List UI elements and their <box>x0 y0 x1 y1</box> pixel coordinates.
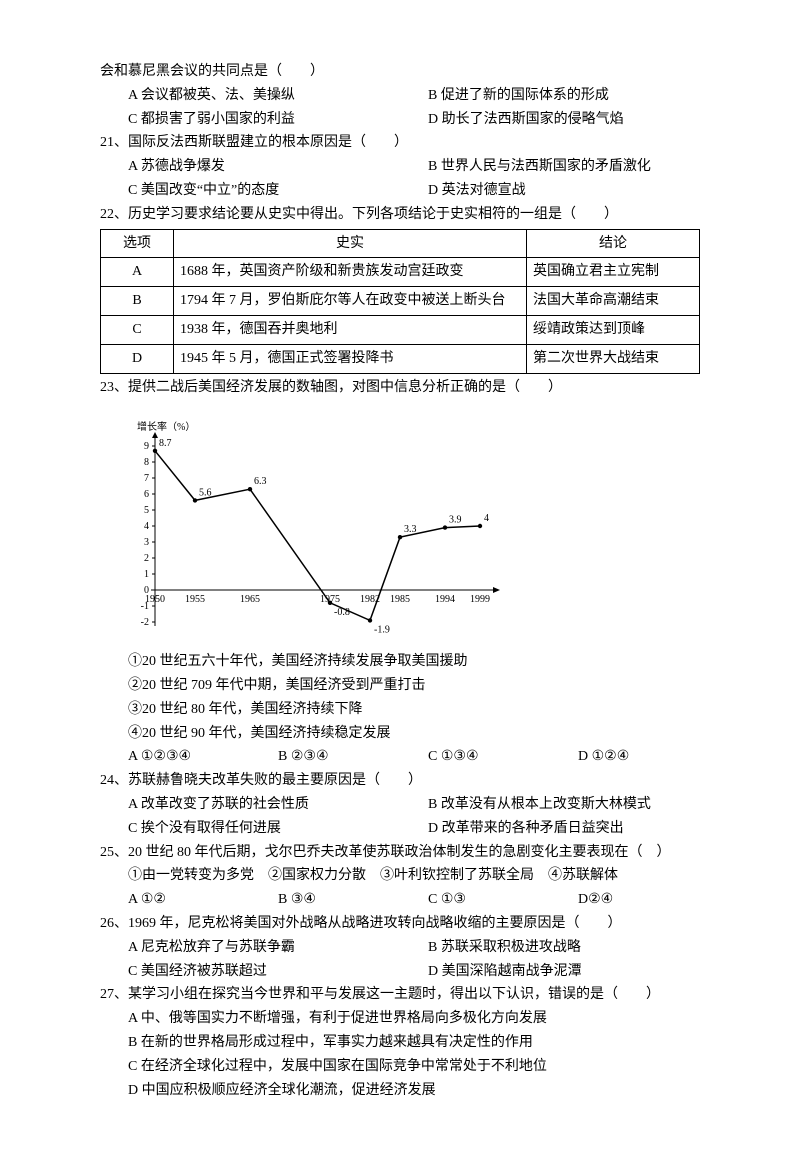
chart-svg: -2-10123456789增长率（%）19501955196519751982… <box>120 405 500 635</box>
svg-text:4: 4 <box>484 513 489 524</box>
q26-stem: 26、1969 年，尼克松将美国对外战略从战略进攻转向战略收缩的主要原因是（ ） <box>100 912 700 936</box>
svg-text:6.3: 6.3 <box>254 477 267 488</box>
svg-text:9: 9 <box>144 441 149 452</box>
q20-c: C 都损害了弱小国家的利益 <box>100 108 400 132</box>
q23-s2: ②20 世纪 709 年代中期，美国经济受到严重打击 <box>100 674 700 698</box>
q25-c: C ①③ <box>400 888 550 912</box>
svg-text:3.9: 3.9 <box>449 515 462 526</box>
svg-text:5.6: 5.6 <box>199 488 212 499</box>
svg-text:1965: 1965 <box>240 594 260 605</box>
q26-b: B 苏联采取积极进攻战略 <box>400 936 700 960</box>
table-row: D1945 年 5 月，德国正式签署投降书第二次世界大战结束 <box>101 344 700 373</box>
q25-stem: 25、20 世纪 80 年代后期，戈尔巴乔夫改革使苏联政治体制发生的急剧变化主要… <box>100 841 700 865</box>
q24-d: D 改革带来的各种矛盾日益突出 <box>400 817 700 841</box>
svg-text:1999: 1999 <box>470 594 490 605</box>
q20-a: A 会议都被英、法、美操纵 <box>100 84 400 108</box>
growth-chart: -2-10123456789增长率（%）19501955196519751982… <box>120 405 700 644</box>
svg-text:1950: 1950 <box>145 594 165 605</box>
q23-stem: 23、提供二战后美国经济发展的数轴图，对图中信息分析正确的是（ ） <box>100 376 700 400</box>
q23-c: C ①③④ <box>400 745 550 769</box>
svg-text:-0.8: -0.8 <box>334 607 350 618</box>
th-conc: 结论 <box>527 229 700 258</box>
svg-text:2: 2 <box>144 553 149 564</box>
q26-a: A 尼克松放弃了与苏联争霸 <box>100 936 400 960</box>
svg-text:1985: 1985 <box>390 594 410 605</box>
q23-opts: A ①②③④ B ②③④ C ①③④ D ①②④ <box>100 745 700 769</box>
q21-row1: A 苏德战争爆发 B 世界人民与法西斯国家的矛盾激化 <box>100 155 700 179</box>
svg-text:7: 7 <box>144 473 149 484</box>
q27-d: D 中国应积极顺应经济全球化潮流，促进经济发展 <box>100 1079 700 1103</box>
q23-s4: ④20 世纪 90 年代，美国经济持续稳定发展 <box>100 722 700 746</box>
svg-text:4: 4 <box>144 521 149 532</box>
svg-text:1: 1 <box>144 569 149 580</box>
q26-row2: C 美国经济被苏联超过 D 美国深陷越南战争泥潭 <box>100 960 700 984</box>
q23-a: A ①②③④ <box>100 745 250 769</box>
q21-stem: 21、国际反法西斯联盟建立的根本原因是（ ） <box>100 131 700 155</box>
table-row: B1794 年 7 月，罗伯斯庇尔等人在政变中被送上断头台法国大革命高潮结束 <box>101 287 700 316</box>
q27-b: B 在新的世界格局形成过程中，军事实力越来越具有决定性的作用 <box>100 1031 700 1055</box>
q20-row2: C 都损害了弱小国家的利益 D 助长了法西斯国家的侵略气焰 <box>100 108 700 132</box>
q21-a: A 苏德战争爆发 <box>100 155 400 179</box>
q25-d: D②④ <box>550 888 700 912</box>
q21-c: C 美国改变“中立”的态度 <box>100 179 400 203</box>
svg-text:8: 8 <box>144 457 149 468</box>
th-fact: 史实 <box>174 229 527 258</box>
q27-c: C 在经济全球化过程中，发展中国家在国际竞争中常常处于不利地位 <box>100 1055 700 1079</box>
svg-text:5: 5 <box>144 505 149 516</box>
q24-b: B 改革没有从根本上改变斯大林模式 <box>400 793 700 817</box>
svg-text:增长率（%）: 增长率（%） <box>137 420 195 433</box>
th-opt: 选项 <box>101 229 174 258</box>
q25-b: B ③④ <box>250 888 400 912</box>
q23-d: D ①②④ <box>550 745 700 769</box>
svg-text:3.3: 3.3 <box>404 525 417 536</box>
svg-text:1994: 1994 <box>435 594 455 605</box>
table-row: A1688 年，英国资产阶级和新贵族发动宫廷政变英国确立君主立宪制 <box>101 258 700 287</box>
q23-b: B ②③④ <box>250 745 400 769</box>
q26-d: D 美国深陷越南战争泥潭 <box>400 960 700 984</box>
q23-s1: ①20 世纪五六十年代，美国经济持续发展争取美国援助 <box>100 650 700 674</box>
q21-row2: C 美国改变“中立”的态度 D 英法对德宣战 <box>100 179 700 203</box>
q24-stem: 24、苏联赫鲁晓夫改革失败的最主要原因是（ ） <box>100 769 700 793</box>
svg-text:8.7: 8.7 <box>159 438 172 449</box>
q25-items: ①由一党转变为多党 ②国家权力分散 ③叶利钦控制了苏联全局 ④苏联解体 <box>100 864 700 888</box>
q26-c: C 美国经济被苏联超过 <box>100 960 400 984</box>
q20-d: D 助长了法西斯国家的侵略气焰 <box>400 108 700 132</box>
q25-a: A ①② <box>100 888 250 912</box>
q24-row2: C 挨个没有取得任何进展 D 改革带来的各种矛盾日益突出 <box>100 817 700 841</box>
svg-text:6: 6 <box>144 489 149 500</box>
svg-text:3: 3 <box>144 537 149 548</box>
q20-tail: 会和慕尼黑会议的共同点是（ ） <box>100 60 700 84</box>
q26-row1: A 尼克松放弃了与苏联争霸 B 苏联采取积极进攻战略 <box>100 936 700 960</box>
table-header-row: 选项 史实 结论 <box>101 229 700 258</box>
document-body: 会和慕尼黑会议的共同点是（ ） A 会议都被英、法、美操纵 B 促进了新的国际体… <box>100 60 700 1102</box>
q22-table: 选项 史实 结论 A1688 年，英国资产阶级和新贵族发动宫廷政变英国确立君主立… <box>100 229 700 374</box>
svg-text:1955: 1955 <box>185 594 205 605</box>
q27-stem: 27、某学习小组在探究当今世界和平与发展这一主题时，得出以下认识，错误的是（ ） <box>100 983 700 1007</box>
q20-row1: A 会议都被英、法、美操纵 B 促进了新的国际体系的形成 <box>100 84 700 108</box>
q22-stem: 22、历史学习要求结论要从史实中得出。下列各项结论于史实相符的一组是（ ） <box>100 203 700 227</box>
q24-c: C 挨个没有取得任何进展 <box>100 817 400 841</box>
q27-a: A 中、俄等国实力不断增强，有利于促进世界格局向多极化方向发展 <box>100 1007 700 1031</box>
q24-row1: A 改革改变了苏联的社会性质 B 改革没有从根本上改变斯大林模式 <box>100 793 700 817</box>
q24-a: A 改革改变了苏联的社会性质 <box>100 793 400 817</box>
q25-opts: A ①② B ③④ C ①③ D②④ <box>100 888 700 912</box>
q21-d: D 英法对德宣战 <box>400 179 700 203</box>
svg-text:-1.9: -1.9 <box>374 625 390 636</box>
q23-s3: ③20 世纪 80 年代，美国经济持续下降 <box>100 698 700 722</box>
q21-b: B 世界人民与法西斯国家的矛盾激化 <box>400 155 700 179</box>
q20-b: B 促进了新的国际体系的形成 <box>400 84 700 108</box>
table-row: C1938 年，德国吞并奥地利绥靖政策达到顶峰 <box>101 315 700 344</box>
svg-text:-2: -2 <box>141 617 149 628</box>
